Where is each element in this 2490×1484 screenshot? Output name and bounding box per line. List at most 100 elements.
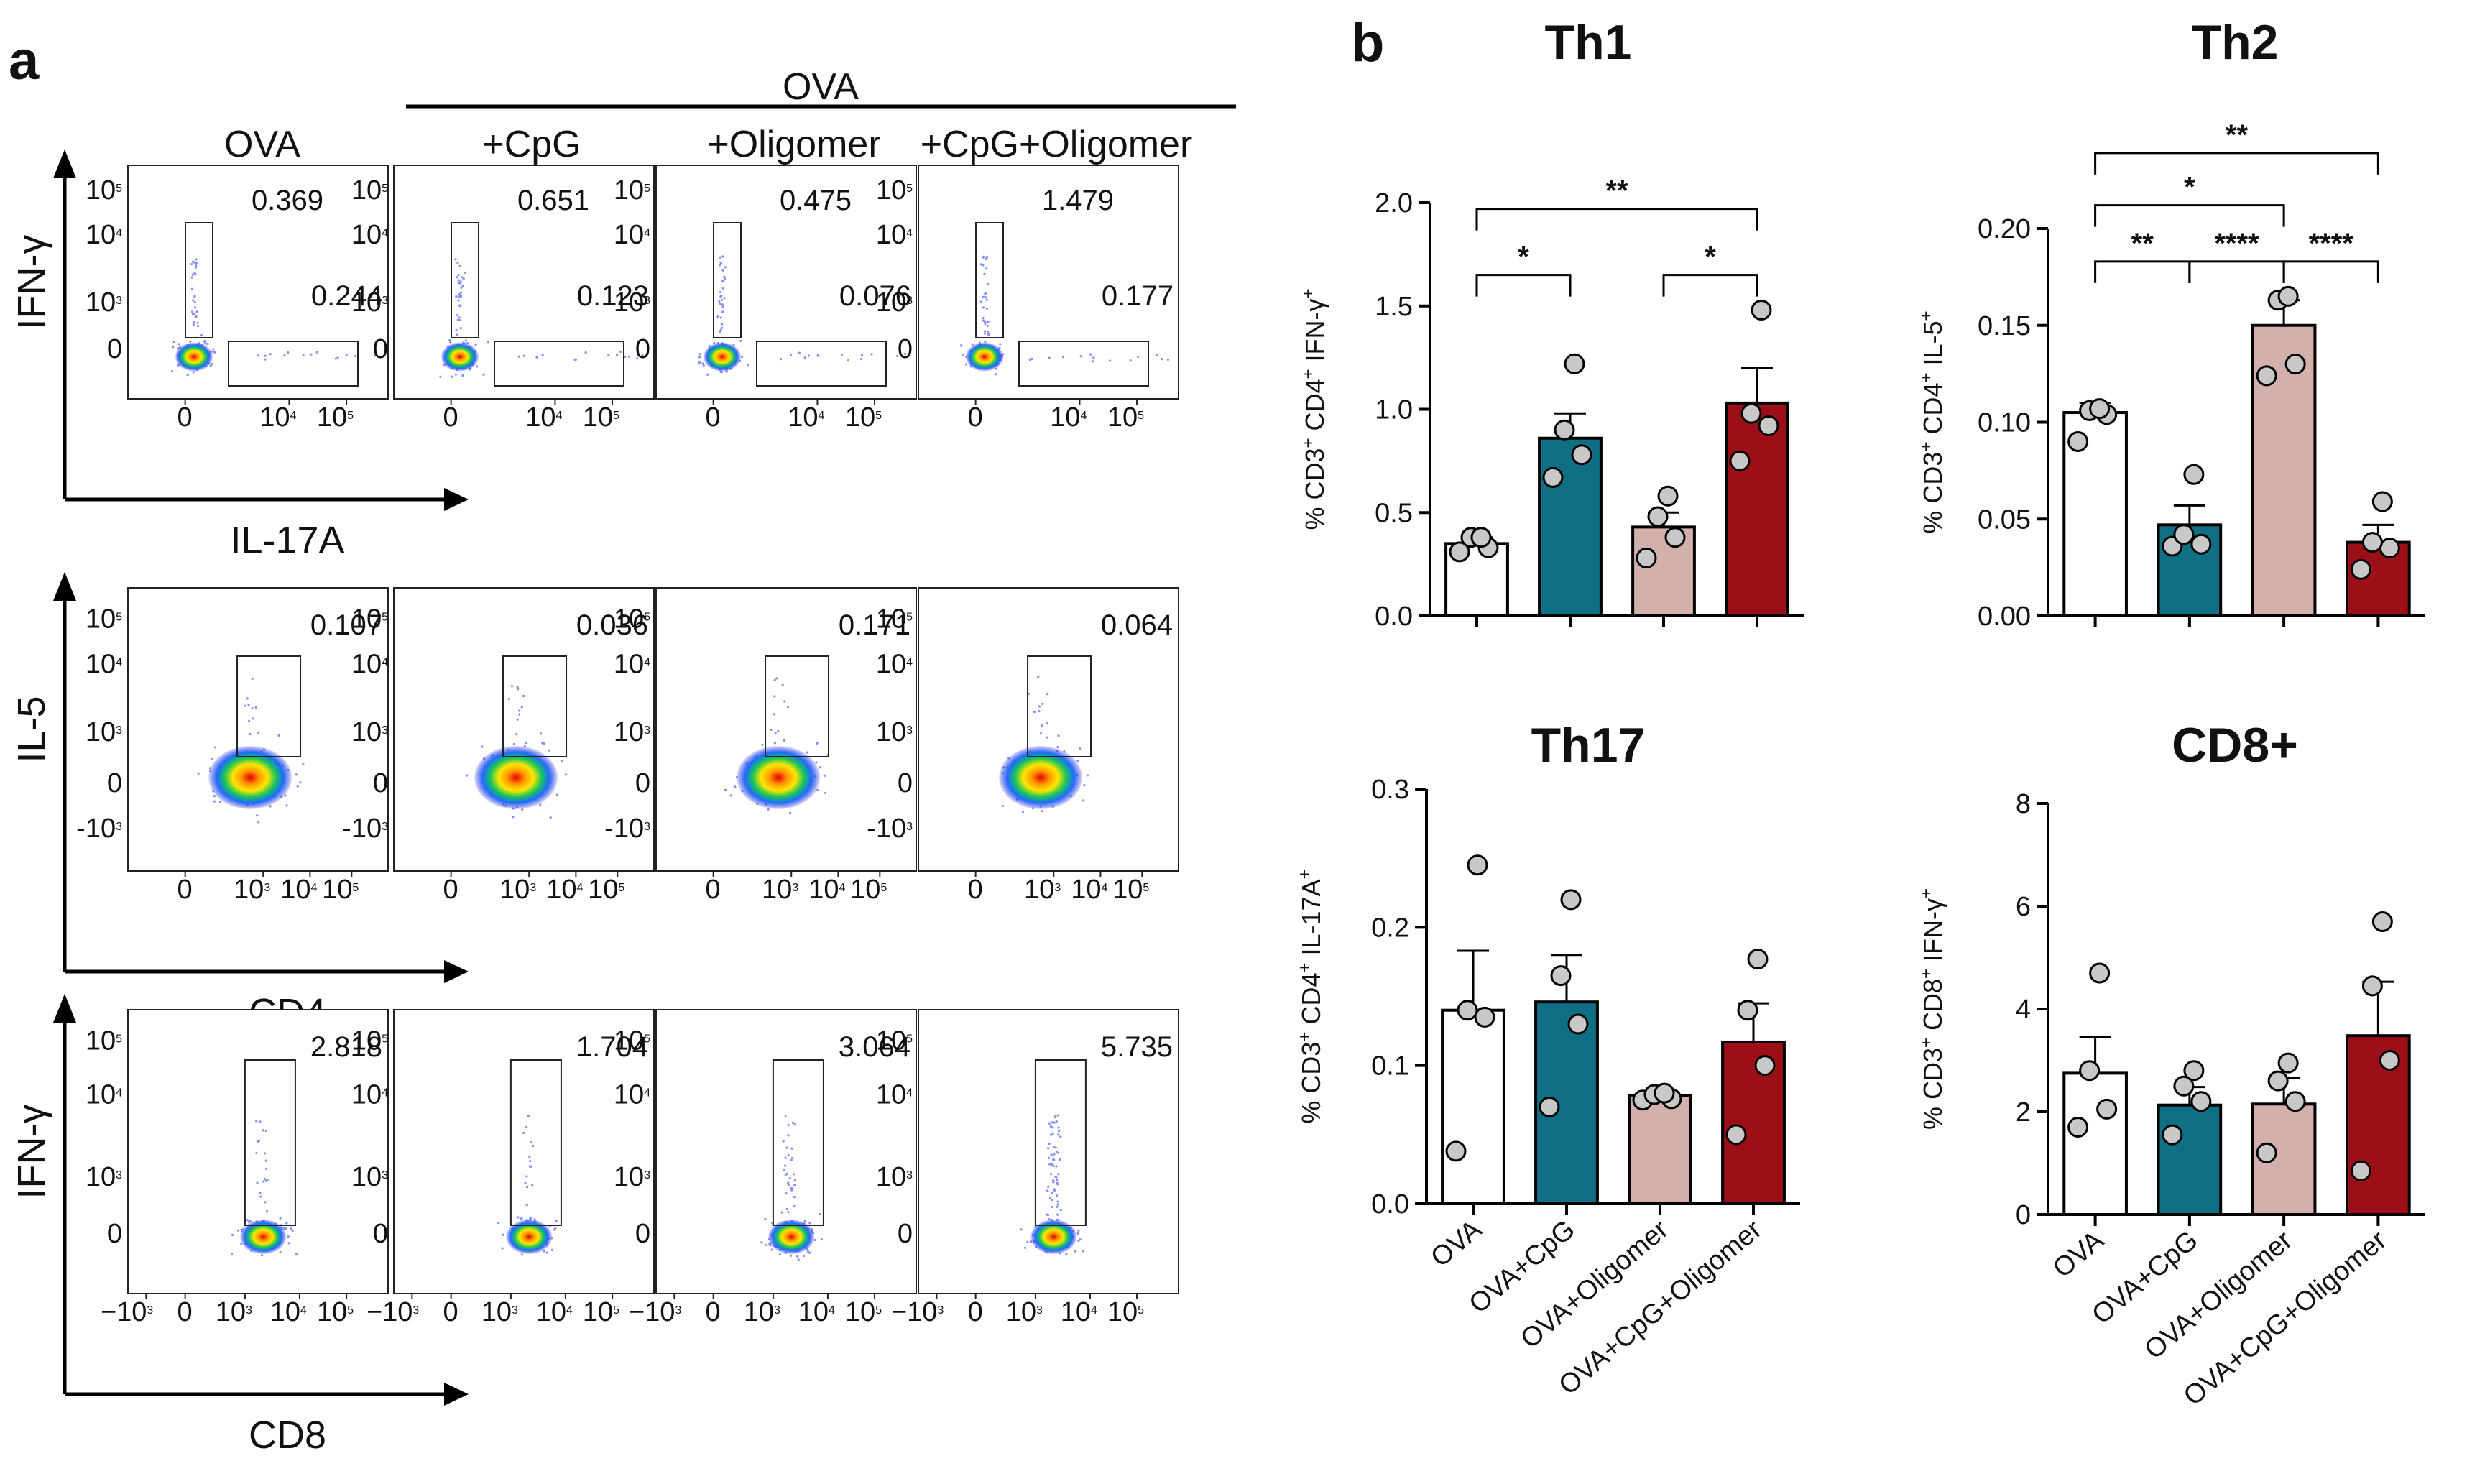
event-dot [211,363,213,366]
gate-value: 0.064 [1101,609,1173,641]
y-tick-label: 0 [635,1219,650,1249]
event-dot [236,1229,240,1232]
event-dot [979,300,982,303]
event-dot [1057,734,1060,737]
event-dot [719,328,722,331]
event-dot [986,324,989,327]
bar [1631,525,1696,617]
y-tick-label: 105 [614,1026,650,1056]
x-tick-label: −103 [101,1297,153,1327]
event-dot [194,306,197,309]
event-dot [1059,1209,1062,1212]
event-dot [512,816,515,819]
event-dot [1026,1240,1029,1243]
event-dot [816,741,819,745]
data-point [2361,975,2383,997]
event-dot [767,808,770,811]
event-dot [1137,355,1140,358]
event-dot [287,1242,290,1245]
event-dot [722,280,725,282]
event-dot [192,323,195,326]
event-dot [195,262,198,265]
event-dot [985,255,989,259]
event-dot [995,367,998,370]
event-dot [784,1164,787,1167]
y-tick-label: 0.15 [1978,311,2031,341]
event-dot [790,1158,793,1162]
event-dot [456,313,459,316]
event-dot [1041,724,1043,727]
event-dot [723,297,726,300]
event-dot [847,359,850,362]
y-tick-label: 103 [876,287,913,318]
event-dot [1051,1191,1054,1194]
data-point [2256,365,2277,387]
event-dot [962,354,965,356]
gate-il17a [1018,341,1149,387]
event-dot [266,1179,269,1181]
event-dot [517,355,520,358]
bar [1725,401,1789,617]
event-dot [860,354,864,356]
y-tick-label: 8 [2016,789,2031,819]
x-tick-label: 104 [546,875,583,905]
gate-value: 1.704 [576,1031,648,1063]
panel-a-label: a [9,30,40,91]
data-point [1470,527,1492,548]
event-dot [985,298,988,301]
plot-frame [393,165,655,400]
event-dot [210,757,213,761]
event-dot [724,788,727,791]
event-dot [780,358,783,361]
gate-ifn-cd8 [1034,1059,1087,1226]
significance-bracket [2094,260,2191,283]
event-dot [549,816,552,819]
flow-plot-r1-c2: 0 104 105 105 104 103 0 0.651 0.123 [351,165,655,433]
y-tick-label: 105 [351,604,388,634]
event-dot [518,713,521,716]
flow-plot-r3-c1: −103 0 103 104 105 105 104 103 0 2.818 [86,1009,389,1327]
event-dot [283,354,286,357]
data-point [1729,450,1751,471]
event-dot [971,343,974,346]
x-tick-label: 105 [317,402,354,433]
event-dot [192,299,195,302]
event-dot [985,267,988,270]
gate-value: 0.107 [310,609,382,641]
event-dot [295,1253,298,1255]
density-blob [1030,1220,1077,1254]
gate-ifn [451,222,479,338]
event-dot [553,1228,556,1231]
event-dot [191,273,194,276]
bar [1441,1008,1505,1205]
event-dot [456,276,458,279]
event-dot [719,290,722,293]
event-dot [256,1181,259,1184]
event-dot [1083,783,1086,787]
event-dot [456,261,459,264]
event-dot [982,255,985,258]
event-dot [203,339,206,343]
gate-value-upper: 0.475 [780,185,852,216]
event-dot [1055,1194,1059,1197]
gate-il5 [502,655,568,757]
event-dot [218,800,222,803]
event-dot [785,1207,788,1211]
y-tick-label: 0.0 [1375,602,1413,632]
x-tick-label: 0 [443,875,458,905]
event-dot [264,354,267,357]
event-dot [984,292,987,295]
event-dot [787,1210,790,1214]
event-dot [520,706,523,709]
event-dot [982,295,985,298]
event-dot [824,791,827,794]
event-dot [258,1192,262,1194]
event-dot [1047,1156,1051,1160]
event-dot [525,1186,529,1189]
gate-value: 5.735 [1101,1031,1173,1063]
y-tick-label: 1.5 [1375,292,1413,322]
data-point [1567,1013,1589,1035]
x-tick-label: 0 [177,402,192,433]
event-dot [244,704,247,707]
